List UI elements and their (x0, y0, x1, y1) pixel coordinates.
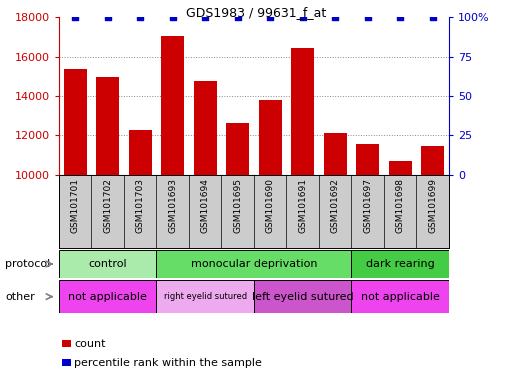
Bar (161, 36, 184, 371)
Bar (226, 122, 249, 371)
Point (299, 14, 307, 20)
Text: protocol: protocol (5, 259, 50, 269)
Text: dark rearing: dark rearing (366, 259, 435, 269)
Text: GSM101698: GSM101698 (396, 178, 405, 233)
Bar (356, 144, 379, 371)
Bar (254, 280, 351, 313)
Text: not applicable: not applicable (68, 291, 147, 302)
Text: GSM101692: GSM101692 (331, 178, 340, 233)
Bar (389, 161, 411, 371)
Bar (96, 77, 119, 371)
Point (266, 14, 274, 20)
Bar (59, 250, 156, 278)
Text: other: other (5, 291, 35, 302)
Point (71, 14, 80, 20)
Text: GSM101699: GSM101699 (428, 178, 437, 233)
Bar (421, 146, 444, 371)
Text: GDS1983 / 99631_f_at: GDS1983 / 99631_f_at (186, 6, 327, 19)
Text: not applicable: not applicable (361, 291, 440, 302)
Point (104, 14, 112, 20)
Bar (291, 48, 314, 371)
Text: GSM101690: GSM101690 (266, 178, 274, 233)
Bar (156, 280, 254, 313)
Text: GSM101701: GSM101701 (71, 178, 80, 233)
Bar (156, 250, 351, 278)
Point (201, 14, 209, 20)
Text: GSM101702: GSM101702 (103, 178, 112, 233)
Text: GSM101693: GSM101693 (168, 178, 177, 233)
Point (428, 14, 437, 20)
Text: monocular deprivation: monocular deprivation (191, 259, 317, 269)
Text: GSM101695: GSM101695 (233, 178, 242, 233)
Text: GSM101694: GSM101694 (201, 178, 210, 233)
Text: percentile rank within the sample: percentile rank within the sample (74, 358, 262, 368)
Bar (194, 81, 216, 371)
Bar (64, 70, 87, 371)
Text: count: count (74, 339, 106, 349)
Bar (59, 280, 156, 313)
Bar (351, 250, 449, 278)
Text: right eyelid sutured: right eyelid sutured (164, 292, 247, 301)
Bar (259, 100, 282, 371)
Bar (129, 131, 152, 371)
Bar (351, 280, 449, 313)
Text: left eyelid sutured: left eyelid sutured (252, 291, 353, 302)
Point (169, 14, 177, 20)
Point (233, 14, 242, 20)
Text: GSM101703: GSM101703 (136, 178, 145, 233)
Point (364, 14, 372, 20)
Point (136, 14, 144, 20)
Text: control: control (88, 259, 127, 269)
Text: GSM101691: GSM101691 (298, 178, 307, 233)
Text: GSM101697: GSM101697 (363, 178, 372, 233)
Point (331, 14, 339, 20)
Bar (324, 133, 347, 371)
Point (396, 14, 404, 20)
